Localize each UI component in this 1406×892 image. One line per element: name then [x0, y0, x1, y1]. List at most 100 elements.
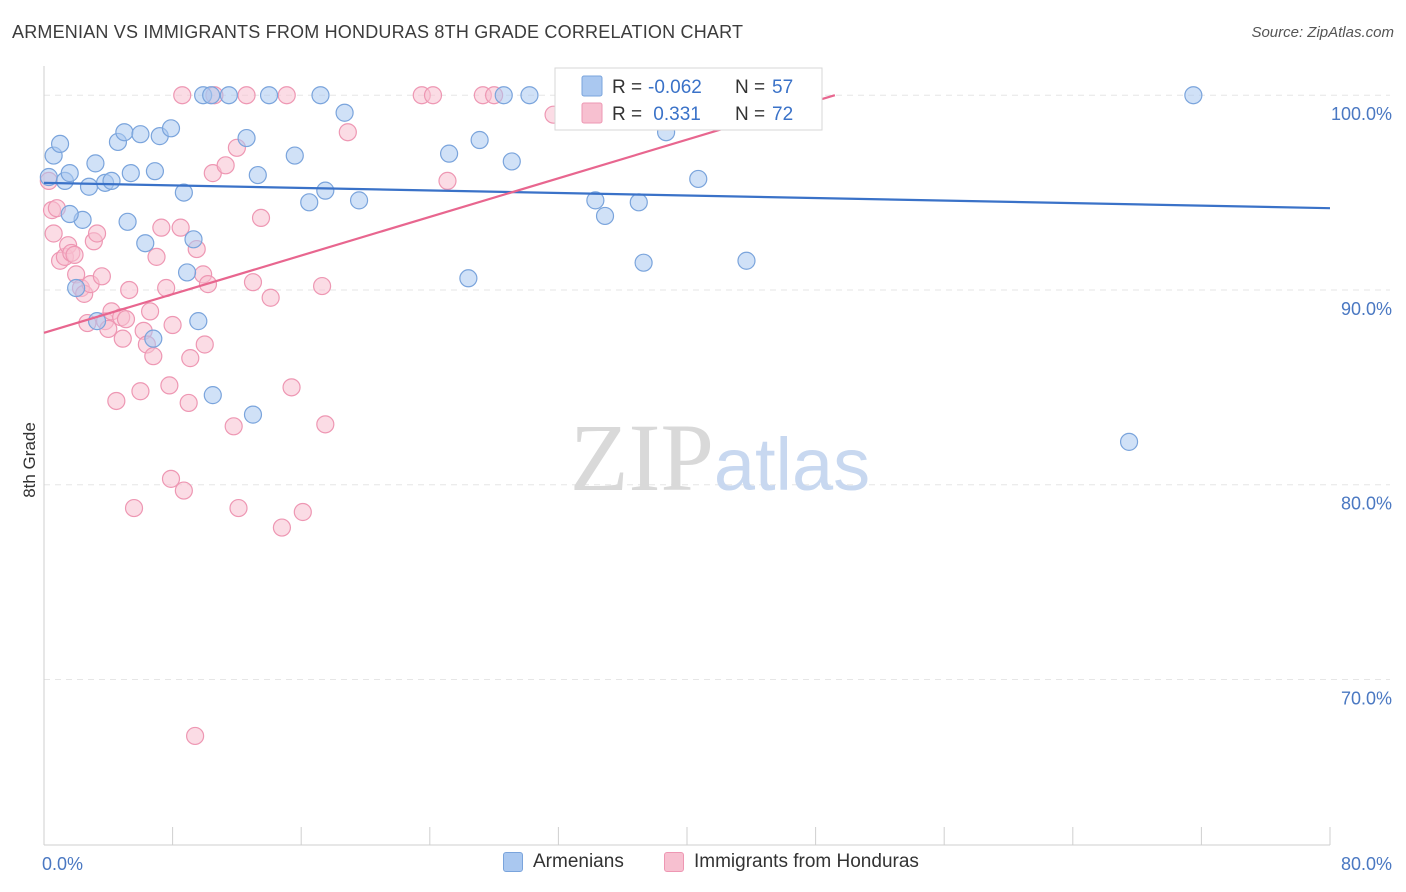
- stats-r-value-armenians: -0.062: [648, 77, 702, 98]
- point-armenians: [520, 86, 539, 105]
- point-armenians: [145, 162, 165, 181]
- y-tick-labels: 100.0% 90.0% 80.0% 70.0%: [1331, 104, 1392, 708]
- stats-legend: R = -0.062 N = 57 R = 0.331 N = 72: [554, 67, 823, 131]
- point-armenians: [60, 204, 79, 224]
- point-honduras: [163, 315, 182, 335]
- point-armenians: [737, 251, 756, 270]
- source-label: Source: ZipAtlas.com: [1251, 24, 1394, 41]
- point-armenians: [689, 169, 708, 189]
- point-armenians: [184, 230, 203, 249]
- point-honduras: [173, 86, 192, 105]
- point-honduras: [316, 415, 335, 434]
- stats-r-label-honduras: R =: [612, 104, 642, 125]
- point-honduras: [216, 156, 235, 175]
- point-honduras: [87, 224, 107, 243]
- point-honduras: [277, 86, 296, 105]
- chart-title: ARMENIAN VS IMMIGRANTS FROM HONDURAS 8TH…: [12, 22, 744, 42]
- point-armenians: [219, 86, 238, 105]
- point-armenians: [67, 278, 86, 298]
- y-tick-label: 70.0%: [1341, 688, 1392, 708]
- point-honduras: [423, 86, 443, 105]
- stats-r-value-honduras: 0.331: [648, 104, 701, 125]
- point-armenians: [118, 212, 137, 231]
- gridlines: [44, 94, 1390, 680]
- point-honduras: [338, 123, 357, 142]
- point-honduras: [65, 245, 84, 265]
- legend-item-armenians[interactable]: Armenians: [503, 851, 624, 873]
- stats-swatch-honduras: [581, 102, 603, 124]
- point-armenians: [311, 86, 330, 105]
- point-armenians: [136, 234, 155, 253]
- point-armenians: [586, 191, 605, 210]
- point-armenians: [634, 253, 653, 272]
- point-honduras: [251, 208, 271, 228]
- point-armenians: [131, 125, 150, 144]
- stats-n-label-honduras: N =: [735, 104, 765, 125]
- trend-line-armenians: [43, 181, 1331, 210]
- watermark-atlas: atlas: [714, 423, 870, 506]
- point-armenians: [202, 86, 221, 105]
- point-armenians: [79, 177, 99, 196]
- point-armenians: [87, 312, 107, 331]
- point-honduras: [237, 86, 256, 105]
- point-honduras: [113, 329, 132, 348]
- point-armenians: [115, 123, 134, 142]
- series-honduras-points: [39, 86, 734, 746]
- point-honduras: [186, 726, 205, 746]
- point-armenians: [439, 144, 459, 163]
- point-honduras: [171, 218, 190, 237]
- point-honduras: [140, 302, 160, 321]
- point-honduras: [438, 171, 457, 191]
- point-honduras: [195, 335, 214, 354]
- point-honduras: [243, 273, 263, 292]
- point-armenians: [629, 193, 648, 212]
- point-armenians: [285, 146, 304, 165]
- point-honduras: [161, 469, 181, 488]
- point-honduras: [293, 502, 312, 522]
- point-honduras: [282, 378, 301, 397]
- point-armenians: [177, 263, 197, 282]
- legend-swatch-honduras: [664, 852, 684, 872]
- point-honduras: [312, 276, 332, 296]
- watermark-zip: ZIP: [570, 404, 714, 511]
- stats-n-label-armenians: N =: [735, 77, 765, 98]
- point-armenians: [300, 193, 319, 212]
- point-honduras: [261, 288, 280, 307]
- point-armenians: [243, 405, 263, 424]
- point-honduras: [131, 382, 150, 401]
- stats-r-label-armenians: R =: [612, 77, 642, 98]
- point-armenians: [102, 171, 121, 191]
- point-armenians: [60, 164, 79, 183]
- point-armenians: [121, 164, 140, 183]
- point-armenians: [349, 191, 369, 210]
- point-armenians: [86, 154, 105, 173]
- y-axis-label: 8th Grade: [20, 422, 39, 498]
- point-honduras: [272, 518, 292, 537]
- point-honduras: [116, 310, 136, 329]
- watermark: ZIPatlas: [570, 404, 870, 511]
- point-honduras: [229, 498, 248, 518]
- point-armenians: [237, 128, 256, 148]
- y-tick-label: 80.0%: [1341, 494, 1392, 514]
- point-honduras: [179, 393, 198, 413]
- x-tick-label: 0.0%: [42, 854, 83, 874]
- legend-label-honduras: Immigrants from Honduras: [694, 851, 919, 872]
- point-honduras: [107, 391, 126, 411]
- point-honduras: [124, 498, 144, 518]
- point-honduras: [92, 267, 111, 286]
- point-armenians: [595, 206, 615, 226]
- point-armenians: [144, 329, 163, 348]
- point-armenians: [189, 312, 208, 331]
- point-honduras: [174, 481, 193, 500]
- axes: [43, 66, 1331, 846]
- x-tick-label: 80.0%: [1341, 854, 1392, 874]
- point-honduras: [224, 417, 243, 436]
- legend-item-honduras[interactable]: Immigrants from Honduras: [664, 851, 919, 873]
- point-armenians: [335, 103, 354, 122]
- point-honduras: [120, 280, 139, 300]
- point-armenians: [174, 183, 193, 202]
- point-honduras: [44, 224, 63, 243]
- point-armenians: [470, 130, 489, 150]
- point-armenians: [161, 119, 181, 138]
- point-honduras: [181, 349, 200, 368]
